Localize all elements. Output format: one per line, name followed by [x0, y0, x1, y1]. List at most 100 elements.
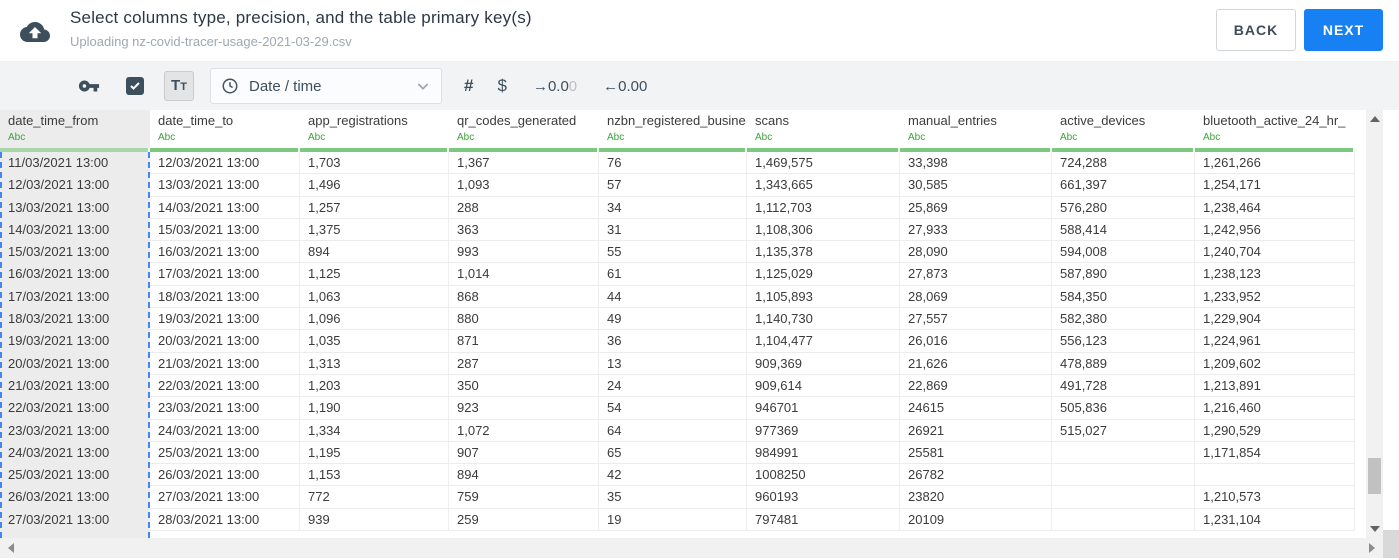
vertical-scrollbar-thumb[interactable] [1368, 458, 1381, 494]
table-cell[interactable]: 23/03/2021 13:00 [150, 397, 300, 420]
table-cell[interactable]: 1,257 [300, 196, 449, 219]
table-cell[interactable]: 1,290,529 [1195, 419, 1355, 442]
table-cell[interactable]: 1,203 [300, 374, 449, 398]
column-type-dropdown[interactable]: Date / time [210, 68, 442, 104]
table-cell[interactable]: 65 [599, 441, 747, 465]
table-cell[interactable]: 21/03/2021 13:00 [150, 352, 300, 375]
column-header-nzbn_registered_busine[interactable]: nzbn_registered_busine Abc [599, 110, 747, 148]
table-cell[interactable]: 19 [599, 508, 747, 532]
table-cell[interactable]: 1,135,378 [747, 241, 900, 264]
next-button[interactable]: NEXT [1304, 9, 1383, 51]
scroll-up-arrow-icon[interactable] [1369, 116, 1380, 122]
back-button[interactable]: BACK [1216, 9, 1296, 51]
table-cell[interactable]: 588,414 [1052, 218, 1195, 242]
table-cell[interactable]: 939 [300, 508, 449, 532]
table-cell[interactable]: 1,229,904 [1195, 308, 1355, 331]
table-cell[interactable]: 1,238,123 [1195, 263, 1355, 286]
scroll-left-arrow-icon[interactable] [8, 543, 14, 553]
table-cell[interactable]: 724,288 [1052, 152, 1195, 175]
table-cell[interactable]: 24/03/2021 13:00 [0, 441, 150, 465]
table-cell[interactable]: 1,496 [300, 174, 449, 197]
table-cell[interactable]: 17/03/2021 13:00 [150, 263, 300, 286]
table-cell[interactable]: 1,035 [300, 330, 449, 353]
table-cell[interactable]: 24 [599, 374, 747, 398]
table-cell[interactable]: 25,869 [900, 196, 1052, 219]
table-cell[interactable]: 13 [599, 352, 747, 375]
table-cell[interactable]: 1,213,891 [1195, 374, 1355, 398]
table-cell[interactable]: 16/03/2021 13:00 [150, 241, 300, 264]
table-cell[interactable]: 27,933 [900, 218, 1052, 242]
column-header-date_time_to[interactable]: date_time_to Abc [150, 110, 300, 148]
table-cell[interactable]: 871 [449, 330, 599, 353]
table-cell[interactable] [1052, 441, 1195, 465]
table-cell[interactable]: 909,614 [747, 374, 900, 398]
table-cell[interactable]: 76 [599, 152, 747, 175]
table-cell[interactable]: 28,090 [900, 241, 1052, 264]
table-cell[interactable]: 26921 [900, 419, 1052, 442]
table-cell[interactable]: 1008250 [747, 464, 900, 487]
table-cell[interactable]: 64 [599, 419, 747, 442]
table-cell[interactable]: 55 [599, 241, 747, 264]
table-cell[interactable]: 1,261,266 [1195, 152, 1355, 175]
table-cell[interactable]: 23820 [900, 486, 1052, 509]
primary-key-icon[interactable] [78, 75, 100, 97]
table-cell[interactable] [1195, 464, 1355, 487]
table-cell[interactable]: 960193 [747, 486, 900, 509]
table-cell[interactable]: 1,190 [300, 397, 449, 420]
horizontal-scrollbar[interactable] [0, 538, 1383, 558]
table-cell[interactable]: 350 [449, 374, 599, 398]
table-cell[interactable]: 977369 [747, 419, 900, 442]
table-cell[interactable]: 1,242,956 [1195, 218, 1355, 242]
table-cell[interactable]: 478,889 [1052, 352, 1195, 375]
table-cell[interactable]: 868 [449, 285, 599, 309]
table-cell[interactable]: 587,890 [1052, 263, 1195, 286]
table-cell[interactable]: 1,125 [300, 263, 449, 286]
table-cell[interactable]: 880 [449, 308, 599, 331]
table-cell[interactable]: 20/03/2021 13:00 [150, 330, 300, 353]
table-cell[interactable]: 13/03/2021 13:00 [150, 174, 300, 197]
table-cell[interactable]: 1,254,171 [1195, 174, 1355, 197]
column-header-active_devices[interactable]: active_devices Abc [1052, 110, 1195, 148]
table-cell[interactable]: 1,125,029 [747, 263, 900, 286]
table-cell[interactable]: 23/03/2021 13:00 [0, 419, 150, 442]
scroll-down-arrow-icon[interactable] [1369, 526, 1380, 532]
table-cell[interactable]: 1,375 [300, 218, 449, 242]
table-cell[interactable]: 576,280 [1052, 196, 1195, 219]
table-cell[interactable]: 287 [449, 352, 599, 375]
column-header-app_registrations[interactable]: app_registrations Abc [300, 110, 449, 148]
column-header-qr_codes_generated[interactable]: qr_codes_generated Abc [449, 110, 599, 148]
table-cell[interactable]: 1,224,961 [1195, 330, 1355, 353]
table-cell[interactable]: 34 [599, 196, 747, 219]
table-cell[interactable]: 12/03/2021 13:00 [150, 152, 300, 175]
scroll-right-arrow-icon[interactable] [1369, 543, 1375, 553]
table-cell[interactable]: 772 [300, 486, 449, 509]
table-cell[interactable]: 57 [599, 174, 747, 197]
table-cell[interactable]: 797481 [747, 508, 900, 532]
table-cell[interactable]: 505,836 [1052, 397, 1195, 420]
table-cell[interactable]: 1,233,952 [1195, 285, 1355, 309]
table-cell[interactable]: 27/03/2021 13:00 [150, 486, 300, 509]
table-cell[interactable]: 26782 [900, 464, 1052, 487]
table-cell[interactable]: 894 [300, 241, 449, 264]
table-cell[interactable]: 44 [599, 285, 747, 309]
table-cell[interactable]: 907 [449, 441, 599, 465]
table-cell[interactable]: 1,240,704 [1195, 241, 1355, 264]
table-cell[interactable] [1052, 486, 1195, 509]
table-cell[interactable]: 28/03/2021 13:00 [150, 508, 300, 532]
table-cell[interactable]: 30,585 [900, 174, 1052, 197]
table-cell[interactable]: 25/03/2021 13:00 [0, 464, 150, 487]
table-cell[interactable]: 661,397 [1052, 174, 1195, 197]
table-cell[interactable]: 1,093 [449, 174, 599, 197]
table-cell[interactable]: 1,014 [449, 263, 599, 286]
table-cell[interactable]: 25581 [900, 441, 1052, 465]
table-cell[interactable]: 1,063 [300, 285, 449, 309]
table-cell[interactable]: 556,123 [1052, 330, 1195, 353]
table-cell[interactable]: 1,108,306 [747, 218, 900, 242]
table-cell[interactable]: 1,112,703 [747, 196, 900, 219]
table-cell[interactable]: 1,105,893 [747, 285, 900, 309]
table-cell[interactable]: 946701 [747, 397, 900, 420]
table-cell[interactable]: 21,626 [900, 352, 1052, 375]
table-cell[interactable]: 19/03/2021 13:00 [150, 308, 300, 331]
table-cell[interactable]: 22/03/2021 13:00 [150, 374, 300, 398]
